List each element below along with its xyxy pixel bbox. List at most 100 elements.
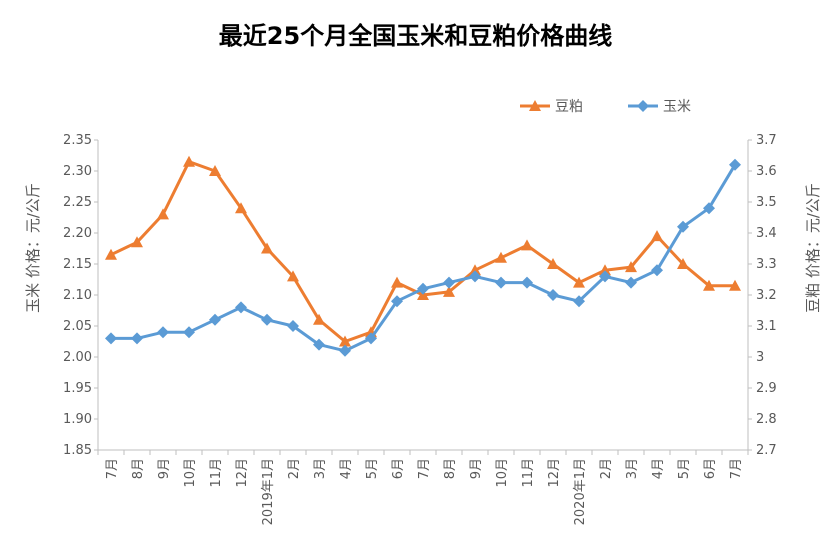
data-point-marker	[131, 236, 143, 248]
data-point-marker	[677, 220, 689, 233]
data-point-marker	[105, 332, 117, 345]
data-point-marker	[547, 289, 559, 301]
data-point-marker	[599, 264, 611, 276]
left-axis-tick-label: 2.25	[63, 195, 92, 210]
left-axis-tick-label: 2.15	[63, 257, 92, 272]
legend-label: 豆粕	[555, 99, 583, 115]
x-axis-tick-label: 5月	[677, 458, 692, 479]
right-axis-tick-label: 3.7	[756, 133, 777, 148]
x-axis-tick-label: 8月	[443, 458, 458, 479]
series-corn	[105, 158, 741, 357]
data-point-marker	[339, 335, 351, 347]
x-axis-tick-label: 2020年1月	[573, 458, 588, 525]
x-axis-tick-label: 2019年1月	[261, 458, 276, 525]
right-axis-tick-label: 3.3	[756, 257, 777, 272]
series-layer	[105, 155, 741, 357]
data-point-marker	[417, 282, 429, 295]
x-axis-tick-label: 9月	[469, 458, 484, 479]
data-point-marker	[183, 326, 195, 339]
data-point-marker	[183, 155, 195, 167]
x-axis-tick-label: 7月	[105, 458, 120, 479]
right-axis-tick-label: 3	[756, 350, 764, 365]
data-point-marker	[599, 270, 611, 283]
data-point-marker	[729, 158, 741, 171]
data-point-marker	[625, 276, 637, 289]
left-axis-ticks: 2.35 2.30 2.25 2.20 2.15 2.10 2.05 2.00 1.95 1.90…	[63, 133, 98, 458]
data-point-marker	[469, 264, 481, 276]
x-axis-tick-label: 4月	[339, 458, 354, 479]
data-point-marker	[677, 258, 689, 269]
data-point-marker	[261, 313, 273, 326]
right-axis-ticks: 3.7 3.6 3.5 3.4 3.3 3.2 3.1 3 2.9 2.8 2.7	[748, 133, 777, 458]
x-axis-tick-label: 7月	[729, 458, 744, 479]
data-point-marker	[495, 251, 507, 263]
data-point-marker	[625, 261, 637, 273]
right-axis-tick-label: 3.4	[756, 226, 777, 241]
data-point-marker	[729, 279, 741, 291]
data-point-marker	[651, 264, 663, 277]
data-point-marker	[443, 285, 455, 297]
x-axis-tick-label: 11月	[521, 458, 536, 488]
data-point-marker	[235, 301, 247, 314]
data-point-marker	[573, 276, 585, 288]
data-point-marker	[235, 202, 247, 214]
right-axis-tick-label: 3.2	[756, 288, 777, 303]
x-axis-tick-label: 3月	[625, 458, 640, 479]
x-axis-tick-label: 3月	[313, 458, 328, 479]
data-point-marker	[703, 279, 715, 291]
left-axis-tick-label: 2.30	[63, 164, 92, 179]
x-axis-ticks: 7月 8月 9月 10月 11月 12月 2019年1月 2月 3月 4月 5月 6月 7月 8月 9月 10…	[105, 458, 744, 525]
legend-label: 玉米	[663, 99, 691, 115]
x-axis-tick-label: 10月	[183, 458, 198, 488]
left-axis-tick-label: 2.35	[63, 133, 92, 148]
right-axis-label: 豆粕 价格：元/公斤	[804, 183, 822, 313]
series-line	[110, 160, 735, 343]
left-axis-tick-label: 2.00	[63, 350, 92, 365]
left-axis-tick-label: 1.95	[63, 381, 92, 396]
data-point-marker	[365, 332, 377, 345]
right-axis-tick-label: 3.5	[756, 195, 777, 210]
x-axis-tick-label: 6月	[703, 458, 718, 479]
data-point-marker	[313, 338, 325, 351]
x-axis-tick-label: 2月	[599, 458, 614, 479]
x-axis-tick-label: 8月	[131, 458, 146, 479]
data-point-marker	[209, 313, 221, 326]
left-axis-tick-label: 1.90	[63, 412, 92, 427]
x-axis-tick-label: 6月	[391, 458, 406, 479]
legend: 豆粕 玉米	[520, 99, 691, 115]
x-axis-tick-label: 10月	[495, 458, 510, 488]
x-axis-tick-label: 12月	[235, 458, 250, 488]
left-axis-tick-label: 1.85	[63, 443, 92, 458]
left-axis-tick-label: 2.10	[63, 288, 92, 303]
data-point-marker	[495, 276, 507, 289]
series-soymeal	[105, 155, 741, 347]
right-axis-tick-label: 2.7	[756, 443, 777, 458]
chart-title: 最近25个月全国玉米和豆粕价格曲线	[218, 22, 613, 50]
data-point-marker	[469, 270, 481, 283]
data-point-marker	[261, 242, 273, 254]
data-point-marker	[547, 258, 559, 269]
data-point-marker	[131, 332, 143, 345]
data-point-marker	[521, 276, 533, 289]
data-point-marker	[703, 202, 715, 215]
x-axis-tick-label: 5月	[365, 458, 380, 479]
series-line	[111, 164, 737, 353]
right-axis-tick-label: 2.9	[756, 381, 777, 396]
data-point-marker	[339, 344, 351, 357]
left-axis-label: 玉米 价格：元/公斤	[24, 183, 42, 313]
data-point-marker	[391, 295, 403, 308]
data-point-marker	[287, 320, 299, 332]
right-axis-tick-label: 3.1	[756, 319, 777, 334]
data-point-marker	[209, 165, 221, 176]
x-axis-tick-label: 4月	[651, 458, 666, 479]
left-axis-tick-label: 2.05	[63, 319, 92, 334]
data-point-marker	[287, 270, 299, 282]
data-point-marker	[443, 276, 455, 289]
x-axis-tick-label: 11月	[209, 458, 224, 488]
data-point-marker	[651, 230, 663, 242]
data-point-marker	[573, 295, 585, 308]
right-axis-tick-label: 2.8	[756, 412, 777, 427]
data-point-marker	[157, 208, 169, 220]
data-point-marker	[157, 326, 169, 339]
